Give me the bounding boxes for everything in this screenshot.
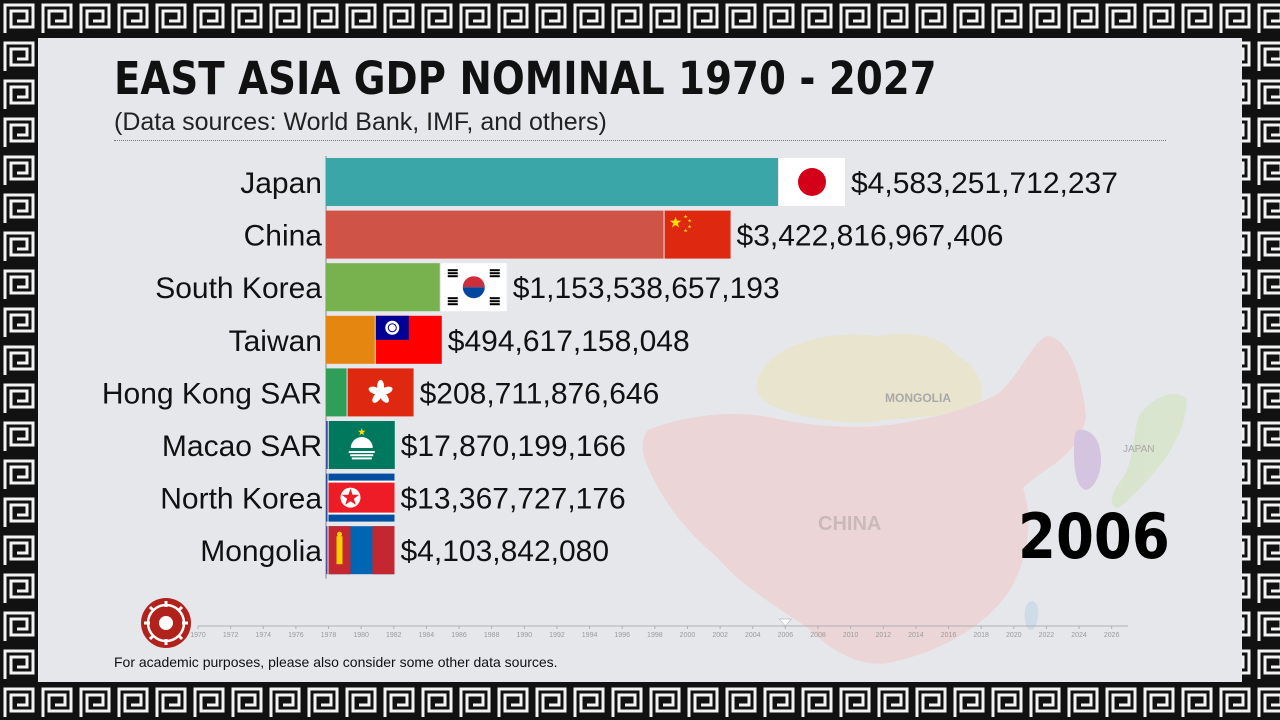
south-korea-flag-icon: [440, 263, 507, 312]
hong-kong-flag-icon: [347, 368, 414, 417]
timeline-tick-label: 1970: [190, 632, 206, 639]
bar-hong-kong-sar: [326, 368, 347, 417]
bar-china: [326, 210, 664, 259]
value-label-japan: $4,583,251,712,237: [851, 167, 1118, 200]
timeline-tick-label: 2026: [1104, 632, 1120, 639]
chart-title: EAST ASIA GDP NOMINAL 1970 - 2027: [114, 52, 937, 105]
mongolia-flag-icon: [328, 526, 395, 575]
category-label-mongolia: Mongolia: [200, 535, 322, 568]
timeline-tick-label: 1982: [386, 632, 402, 639]
chart-subtitle: (Data sources: World Bank, IMF, and othe…: [114, 108, 607, 136]
timeline-tick-label: 1972: [223, 632, 239, 639]
macao-flag-icon: [328, 421, 395, 469]
timeline-tick-label: 2022: [1039, 632, 1055, 639]
category-label-china: China: [244, 220, 323, 253]
map-label-mongolia: MONGOLIA: [885, 391, 951, 405]
timeline-tick-label: 2012: [875, 632, 891, 639]
timeline-tick-label: 2008: [810, 632, 826, 639]
category-label-macao-sar: Macao SAR: [162, 430, 322, 463]
value-label-macao-sar: $17,870,199,166: [401, 430, 626, 463]
bar-north-korea: [326, 473, 328, 522]
footnote: For academic purposes, please also consi…: [114, 654, 558, 670]
value-label-taiwan: $494,617,158,048: [448, 325, 690, 358]
timeline-tick-label: 2018: [973, 632, 989, 639]
timeline-tick-label: 1994: [582, 632, 598, 639]
timeline-tick-label: 1980: [353, 632, 369, 639]
timeline-tick-label: 2006: [778, 632, 794, 639]
category-label-south-korea: South Korea: [155, 272, 322, 305]
timeline-tick-label: 2002: [712, 632, 728, 639]
value-label-south-korea: $1,153,538,657,193: [513, 272, 780, 305]
timeline-tick-label: 1996: [614, 632, 630, 639]
timeline-tick-label: 2000: [680, 632, 696, 639]
mongolia-shape: [756, 334, 982, 423]
timeline-tick-label: 1986: [451, 632, 467, 639]
north-korea-flag-icon: [328, 473, 395, 522]
bar-chart: Japan $4,583,251,712,237 China $3,422,816,9…: [102, 156, 1128, 639]
timeline-tick-label: 2014: [908, 632, 924, 639]
taiwan-flag-icon: [375, 315, 442, 364]
timeline-tick-label: 2024: [1071, 632, 1087, 639]
timeline-tick-label: 1976: [288, 632, 304, 639]
timeline-tick-label: 1990: [517, 632, 533, 639]
china-flag-icon: [664, 210, 731, 259]
timeline-tick-label: 2016: [941, 632, 957, 639]
timeline-tick-label: 1974: [255, 632, 271, 639]
value-label-hong-kong-sar: $208,711,876,646: [420, 377, 660, 410]
taiwan-shape: [1024, 601, 1039, 631]
title-divider: [114, 140, 1166, 141]
category-label-hong-kong-sar: Hong Kong SAR: [102, 377, 322, 410]
china-shape: [642, 336, 1086, 664]
category-label-taiwan: Taiwan: [229, 325, 322, 358]
current-year: 2006: [1018, 500, 1170, 573]
timeline-tick-label: 1984: [419, 632, 435, 639]
japan-shape: [1111, 394, 1187, 508]
category-label-japan: Japan: [240, 167, 322, 200]
bar-south-korea: [326, 263, 440, 312]
category-label-north-korea: North Korea: [160, 483, 322, 516]
korea-shape: [1074, 429, 1102, 490]
timeline-tick-label: 2020: [1006, 632, 1022, 639]
bar-mongolia: [326, 526, 328, 575]
timeline-tick-label: 1992: [549, 632, 565, 639]
timeline-tick-label: 1978: [321, 632, 337, 639]
channel-logo-icon: [141, 598, 191, 648]
value-label-mongolia: $4,103,842,080: [401, 535, 610, 568]
bar-japan: [326, 158, 778, 206]
value-label-north-korea: $13,367,727,176: [401, 483, 626, 516]
timeline-marker-icon: [778, 618, 792, 627]
bar-macao-sar: [326, 421, 328, 469]
east-asia-map-background: MONGOLIA CHINA JAPAN: [642, 334, 1187, 664]
timeline-tick-label: 1998: [647, 632, 663, 639]
map-label-japan: JAPAN: [1123, 444, 1155, 455]
timeline-tick-label: 1988: [484, 632, 500, 639]
timeline-tick-label: 2010: [843, 632, 859, 639]
japan-flag-icon: [779, 158, 845, 206]
timeline-tick-label: 2004: [745, 632, 761, 639]
map-label-china: CHINA: [818, 513, 881, 535]
bar-taiwan: [326, 315, 375, 364]
content-panel: MONGOLIA CHINA JAPAN EAST ASIA GDP NOMIN…: [38, 38, 1242, 682]
value-label-china: $3,422,816,967,406: [737, 220, 1004, 253]
